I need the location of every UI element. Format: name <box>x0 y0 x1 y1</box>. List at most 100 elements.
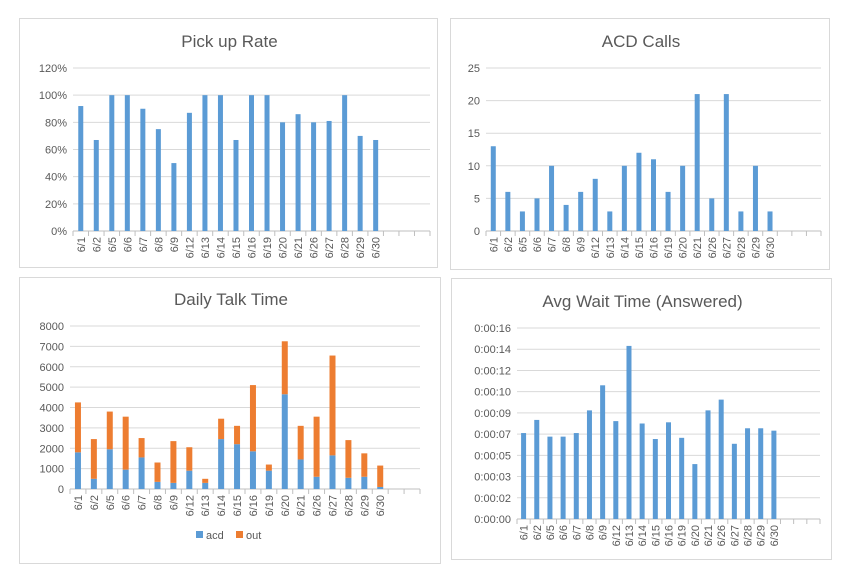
bar <box>771 430 777 519</box>
bar-acd <box>265 470 272 489</box>
bar <box>326 120 332 231</box>
bar <box>680 165 686 231</box>
x-tick-label: 6/5 <box>517 237 529 252</box>
bar-out <box>297 425 304 460</box>
x-tick-label: 6/16 <box>248 495 260 516</box>
x-tick-label: 6/13 <box>200 237 212 258</box>
bar <box>519 211 525 231</box>
x-tick-label: 6/29 <box>756 525 768 546</box>
chart-title: Pick up Rate <box>181 32 277 51</box>
legend-swatch-out <box>236 531 243 538</box>
bar <box>549 165 555 231</box>
y-tick-label: 8000 <box>40 321 64 333</box>
bar-acd <box>170 482 177 489</box>
x-tick-label: 6/30 <box>765 237 777 258</box>
x-tick-label: 6/26 <box>312 495 324 516</box>
y-tick-label: 0:00:00 <box>474 514 511 526</box>
bar <box>505 191 511 231</box>
x-tick-label: 6/29 <box>750 237 762 258</box>
y-tick-label: 7000 <box>40 341 64 353</box>
bar-out <box>313 416 320 477</box>
bar <box>373 139 379 231</box>
x-tick-label: 6/12 <box>184 237 196 258</box>
x-tick-label: 6/9 <box>168 495 180 510</box>
x-tick-label: 6/28 <box>343 495 355 516</box>
y-tick-label: 0 <box>58 484 64 496</box>
avg-wait-time-chart: Avg Wait Time (Answered) 0:00:00 0:00:02 0:… <box>451 278 832 560</box>
x-tick-label: 6/21 <box>296 495 308 516</box>
x-tick-label: 6/8 <box>153 237 165 252</box>
x-tick-label: 6/21 <box>703 525 715 546</box>
bar <box>723 94 729 231</box>
bar <box>705 410 711 519</box>
bar <box>586 410 592 519</box>
bar-acd <box>297 459 304 489</box>
bar-out <box>249 385 256 452</box>
bar-out <box>281 341 288 395</box>
bar <box>626 345 632 519</box>
bar <box>109 95 115 232</box>
bar <box>124 95 130 232</box>
bar <box>233 139 239 231</box>
x-tick-label: 6/26 <box>707 237 719 258</box>
bar-acd <box>313 476 320 489</box>
bar <box>78 106 84 231</box>
pick-up-rate-chart: Pick up Rate 0% 20% 40% 60% 80% 100% 120% 6/1 6/2… <box>19 18 438 268</box>
bar <box>280 122 286 231</box>
x-tick-label: 6/20 <box>278 237 290 258</box>
bar-out <box>106 411 113 450</box>
x-tick-label: 6/29 <box>355 237 367 258</box>
bar <box>666 422 671 519</box>
y-tick-label: 0:00:03 <box>474 472 511 484</box>
bar <box>767 211 773 231</box>
x-tick-label: 6/2 <box>532 525 544 540</box>
bar <box>357 135 363 231</box>
y-tick-label: 1000 <box>40 464 64 476</box>
bar <box>718 399 724 519</box>
y-tick-label: 2000 <box>40 443 64 455</box>
x-tick-label: 6/8 <box>153 495 165 510</box>
y-tick-label: 15 <box>468 128 480 140</box>
bar-out <box>377 465 384 487</box>
legend-label-out: out <box>246 530 261 542</box>
bar <box>217 95 223 232</box>
y-tick-label: 80% <box>45 117 67 129</box>
x-tick-label: 6/8 <box>584 525 596 540</box>
bar-out <box>186 447 193 471</box>
x-tick-label: 6/12 <box>590 237 602 258</box>
x-tick-label: 6/15 <box>232 495 244 516</box>
x-tick-label: 6/9 <box>598 525 610 540</box>
bar <box>758 428 764 519</box>
bar-out <box>218 418 225 440</box>
bar-acd <box>138 457 145 489</box>
bar-acd <box>234 444 241 489</box>
x-tick-label: 6/7 <box>571 525 583 540</box>
bar <box>186 112 192 231</box>
x-tick-label: 6/13 <box>605 237 617 258</box>
y-tick-label: 0% <box>51 226 67 238</box>
bar <box>171 163 177 231</box>
bar <box>521 433 527 519</box>
bar-out <box>202 478 209 483</box>
x-tick-label: 6/14 <box>216 495 228 516</box>
y-tick-label: 0:00:07 <box>474 429 511 441</box>
bar-out <box>74 402 81 453</box>
bar-acd <box>329 455 336 489</box>
bar <box>202 95 208 232</box>
bar <box>592 178 598 231</box>
daily-talk-time-svg: Daily Talk Time 0 1000 2000 3000 4000 5000 6000… <box>40 290 421 542</box>
bar <box>651 159 656 231</box>
avg-wait-time-svg: Avg Wait Time (Answered) 0:00:00 0:00:02 0:… <box>474 292 821 546</box>
bar-acd <box>249 451 256 489</box>
x-tick-label: 6/21 <box>692 237 704 258</box>
bar-out <box>234 425 241 445</box>
chart-title: Daily Talk Time <box>174 290 288 309</box>
bar-acd <box>90 478 97 489</box>
y-tick-label: 0:00:12 <box>474 365 511 377</box>
y-tick-label: 4000 <box>40 403 64 415</box>
bar <box>534 419 540 519</box>
bar-acd <box>202 482 209 489</box>
bar-out <box>154 462 161 482</box>
x-tick-label: 6/19 <box>663 237 675 258</box>
bar <box>311 122 317 231</box>
